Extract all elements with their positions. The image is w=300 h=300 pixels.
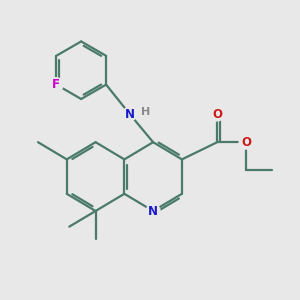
Text: N: N bbox=[148, 205, 158, 218]
Text: F: F bbox=[52, 78, 60, 91]
Text: O: O bbox=[212, 107, 222, 121]
Text: O: O bbox=[241, 136, 251, 149]
Circle shape bbox=[239, 135, 253, 149]
Text: H: H bbox=[141, 106, 151, 116]
Circle shape bbox=[123, 107, 136, 121]
Circle shape bbox=[146, 204, 160, 218]
Circle shape bbox=[210, 107, 224, 121]
Text: N: N bbox=[125, 107, 135, 121]
Circle shape bbox=[50, 78, 63, 92]
